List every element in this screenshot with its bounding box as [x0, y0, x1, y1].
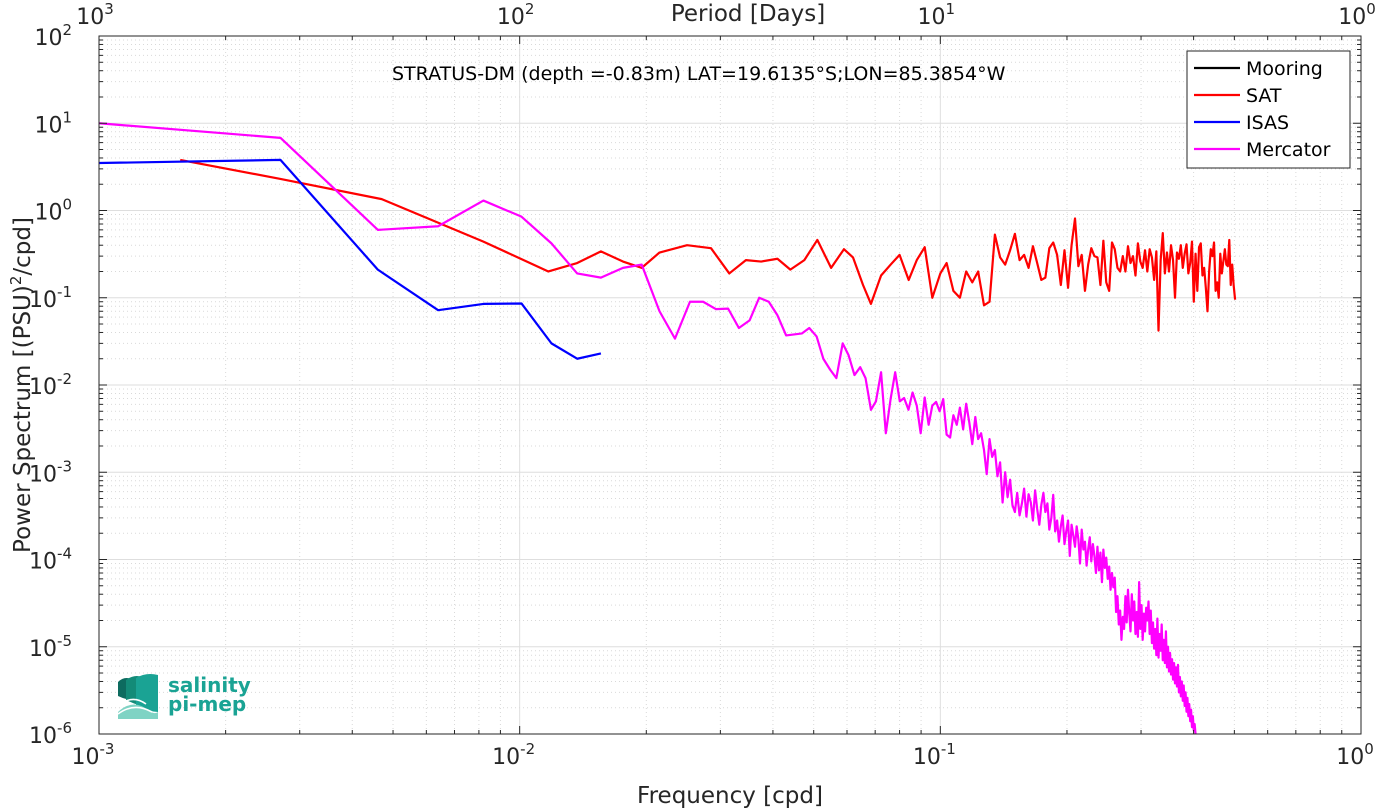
x-axis-label: Frequency [cpd] [637, 783, 823, 809]
logo-text-pi-mep: pi-mep [168, 692, 246, 716]
top-tick-label-base: 10 [1338, 5, 1366, 30]
x-tick-label-base: 10 [1336, 745, 1364, 770]
x-tick-label-base: 10 [913, 745, 941, 770]
legend: Mooring SAT ISAS Mercator [1186, 50, 1351, 169]
x-tick-label-base: 10 [492, 745, 520, 770]
chart-title: STRATUS-DM (depth =-0.83m) LAT=19.6135°S… [392, 63, 1006, 85]
x-tick-label: 10-2 [492, 740, 535, 770]
y-tick-label-exp: -1 [57, 283, 72, 301]
y-tick-label-exp: 0 [62, 196, 72, 214]
y-axis-label: Power Spectrum [(PSU)2/cpd] [7, 217, 36, 553]
top-tick-label-base: 10 [918, 5, 946, 30]
y-tick-label: 10-3 [29, 457, 72, 487]
y-tick-label-base: 10 [34, 26, 62, 51]
top-tick-label-exp: 2 [525, 0, 535, 18]
legend-label-mercator: Mercator [1246, 139, 1331, 161]
y-tick-label: 10-2 [29, 370, 72, 400]
top-tick-label: 103 [76, 0, 114, 30]
x-tick-label: 100 [1336, 740, 1374, 770]
x-tick-label-exp: 0 [1364, 740, 1374, 758]
x-tick-label-exp: -3 [100, 740, 115, 758]
top-tick-label: 101 [918, 0, 956, 30]
y-tick-label-exp: -3 [57, 457, 72, 475]
x-tick-label-exp: -2 [520, 740, 535, 758]
y-tick-label-exp: -4 [57, 545, 72, 563]
y-tick-label: 101 [34, 108, 72, 138]
y-tick-label-exp: -5 [57, 632, 72, 650]
y-tick-label-base: 10 [34, 113, 62, 138]
ticks [98, 36, 1361, 735]
y-tick-label: 10-6 [29, 719, 72, 749]
y-tick-label: 10-5 [29, 632, 72, 662]
y-tick-label-base: 10 [34, 201, 62, 226]
legend-label-mooring: Mooring [1246, 58, 1323, 80]
y-tick-label-base: 10 [29, 724, 57, 749]
y-tick-label: 102 [34, 21, 72, 51]
top-tick-label-exp: 0 [1366, 0, 1376, 18]
y-tick-label-base: 10 [29, 375, 57, 400]
y-tick-label-exp: -2 [57, 370, 72, 388]
top-tick-label-base: 10 [497, 5, 525, 30]
top-tick-label-base: 10 [76, 5, 104, 30]
series-layer [98, 122, 1237, 735]
y-tick-label-base: 10 [29, 462, 57, 487]
y-tick-label-exp: 1 [62, 108, 72, 126]
x-tick-label: 10-1 [913, 740, 956, 770]
legend-label-sat: SAT [1246, 85, 1282, 107]
y-axis-label-unit: /cpd] [10, 217, 36, 276]
y-axis-label-main: Power Spectrum [(PSU) [10, 285, 36, 553]
top-tick-label-exp: 3 [104, 0, 114, 18]
legend-label-isas: ISAS [1246, 112, 1289, 134]
y-tick-label-base: 10 [29, 288, 57, 313]
series-line-mercator [98, 122, 1197, 735]
series-line-isas [98, 158, 602, 360]
logo-waves-icon [117, 674, 158, 719]
legend-entries: Mooring SAT ISAS Mercator [1194, 58, 1331, 161]
top-tick-label: 100 [1338, 0, 1376, 30]
y-tick-label: 10-1 [29, 283, 72, 313]
y-tick-label-exp: 2 [62, 21, 72, 39]
top-tick-label-exp: 1 [946, 0, 956, 18]
logo-text-salinity: salinity [168, 673, 251, 697]
series-line-sat [180, 158, 1237, 332]
x-tick-label: 10-3 [72, 740, 115, 770]
top-tick-label: 102 [497, 0, 535, 30]
y-tick-label-base: 10 [29, 550, 57, 575]
y-tick-label: 100 [34, 196, 72, 226]
x-tick-label-base: 10 [72, 745, 100, 770]
salinity-pi-mep-logo: salinity pi-mep [117, 673, 251, 719]
x-tick-label-exp: -1 [941, 740, 956, 758]
y-tick-label-base: 10 [29, 637, 57, 662]
top-axis-label: Period [Days] [671, 1, 825, 27]
y-tick-label-exp: -6 [57, 719, 72, 737]
y-tick-label: 10-4 [29, 545, 72, 575]
y-axis-label-sup: 2 [7, 276, 25, 286]
